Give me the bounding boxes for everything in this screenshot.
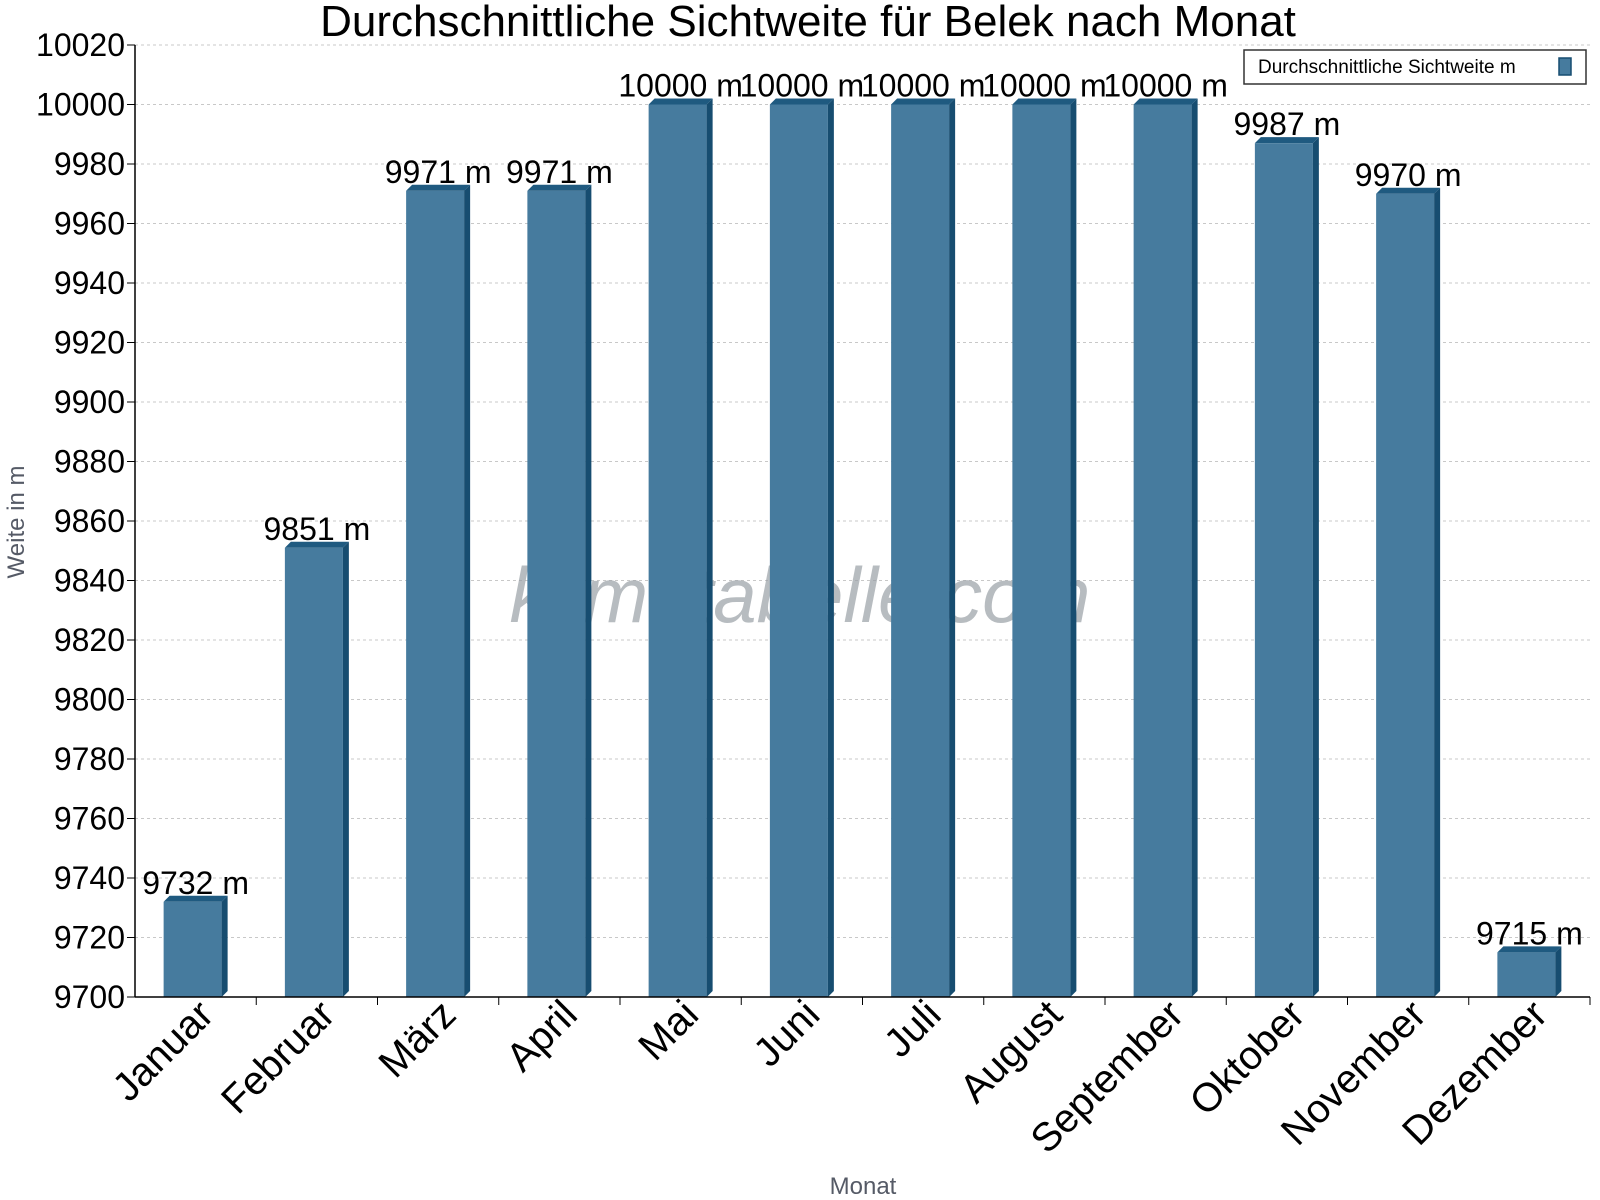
x-tick-label: Februar	[213, 992, 343, 1122]
y-tick-label: 9800	[54, 682, 125, 718]
bar-side	[706, 98, 713, 997]
value-label: 9987 m	[1234, 106, 1341, 142]
y-tick-label: 10000	[36, 87, 125, 123]
legend-label: Durchschnittliche Sichtweite m	[1258, 57, 1516, 78]
bar-side	[1191, 98, 1198, 997]
y-tick-label: 9880	[54, 444, 125, 480]
y-tick-label: 9920	[54, 325, 125, 361]
bar-side	[1312, 137, 1319, 998]
bar-top	[1497, 946, 1562, 953]
y-tick-label: 9780	[54, 741, 125, 777]
value-label: 9732 m	[142, 865, 249, 901]
x-tick-label: Juli	[876, 992, 950, 1066]
chart-title: Durchschnittliche Sichtweite für Belek n…	[320, 0, 1296, 46]
bar-november	[1376, 193, 1435, 997]
bar-top	[284, 541, 349, 548]
bar-februar	[284, 547, 343, 997]
bar-mai	[648, 104, 707, 997]
bar-top	[1012, 98, 1077, 105]
y-tick-label: 9940	[54, 265, 125, 301]
bar-top	[1133, 98, 1198, 105]
bar-side	[1070, 98, 1077, 997]
value-label: 10000 m	[982, 68, 1107, 104]
x-tick-label: Mai	[630, 992, 707, 1069]
bars	[163, 98, 1562, 998]
y-tick-label: 9980	[54, 146, 125, 182]
bar-side	[827, 98, 834, 997]
value-label: 9715 m	[1476, 915, 1583, 951]
x-tick-label: April	[498, 992, 586, 1080]
value-label: 10000 m	[1103, 68, 1228, 104]
bar-top	[163, 895, 228, 902]
y-tick-label: 9840	[54, 563, 125, 599]
legend-swatch	[1558, 57, 1572, 76]
bar-side	[1555, 946, 1562, 997]
value-label: 9971 m	[385, 154, 492, 190]
bar-side	[949, 98, 956, 997]
y-tick-label: 9960	[54, 206, 125, 242]
bar-side	[342, 541, 349, 997]
bar-side	[464, 184, 471, 997]
bar-top	[1254, 137, 1319, 144]
y-tick-label: 9860	[54, 503, 125, 539]
bar-juli	[891, 104, 950, 997]
value-label: 9971 m	[506, 154, 613, 190]
bar-oktober	[1254, 143, 1313, 998]
legend: Durchschnittliche Sichtweite m	[1243, 49, 1587, 85]
y-tick-label: 9700	[54, 979, 125, 1015]
value-label: 9970 m	[1355, 157, 1462, 193]
x-tick-label: August	[952, 992, 1071, 1111]
bar-april	[527, 190, 586, 997]
bar-september	[1133, 104, 1192, 997]
y-axis-title: Weite in m	[3, 466, 30, 579]
bar-dezember	[1497, 952, 1556, 997]
bar-juni	[769, 104, 828, 997]
y-tick-label: 9900	[54, 384, 125, 420]
y-tick-label: 9740	[54, 860, 125, 896]
bar-side	[221, 895, 228, 997]
bar-side	[585, 184, 592, 997]
x-axis-title: Monat	[830, 1173, 897, 1200]
legend-box	[1243, 49, 1587, 85]
bar-top	[1376, 187, 1441, 194]
value-label: 9851 m	[264, 511, 371, 547]
value-label: 10000 m	[861, 68, 986, 104]
y-tick-label: 9820	[54, 622, 125, 658]
bar-top	[648, 98, 713, 105]
bar-side	[1434, 187, 1441, 997]
bar-märz	[406, 190, 465, 997]
value-label: 10000 m	[618, 68, 743, 104]
bar-top	[769, 98, 834, 105]
y-tick-label: 10020	[36, 27, 125, 63]
x-tick-label: März	[371, 992, 465, 1086]
bar-top	[891, 98, 956, 105]
gridlines	[135, 44, 1590, 938]
bar-top	[406, 184, 471, 191]
bar-august	[1012, 104, 1071, 997]
bar-januar	[163, 901, 222, 997]
y-tick-label: 9720	[54, 920, 125, 956]
bar-top	[527, 184, 592, 191]
y-tick-label: 9760	[54, 801, 125, 837]
x-tick-label: Juni	[745, 992, 828, 1075]
value-label: 10000 m	[740, 68, 865, 104]
